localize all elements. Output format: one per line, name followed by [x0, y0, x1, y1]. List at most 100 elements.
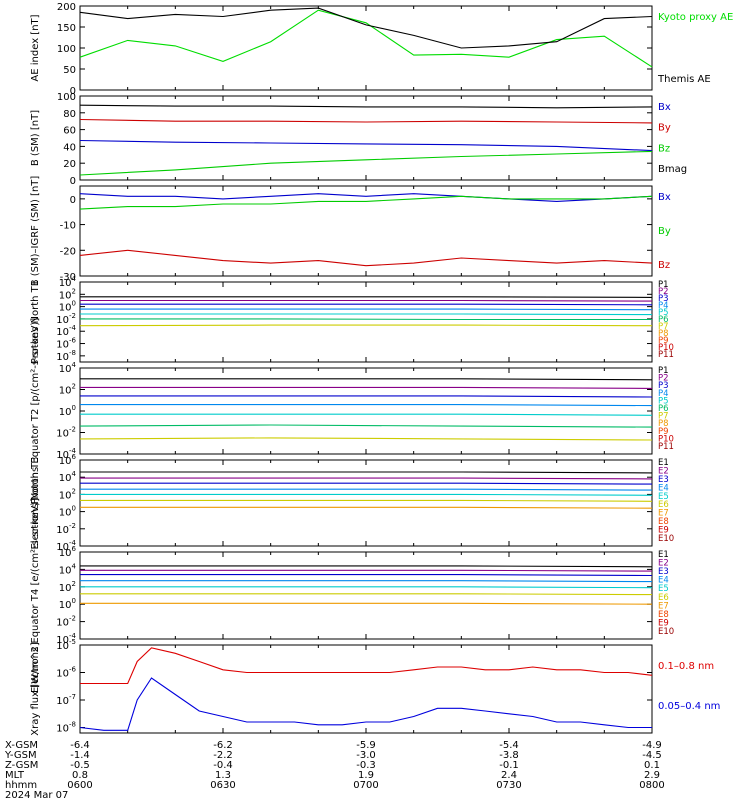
legend-entry-By: By	[658, 226, 671, 237]
y-tick-label: 100	[57, 92, 76, 103]
x-axis-row-value: -4.5	[642, 750, 662, 761]
x-axis-row-label: Y-GSM	[4, 750, 37, 761]
legend-entry-E1: E1	[658, 550, 669, 560]
y-tick-exponent: -2	[69, 615, 76, 623]
date-label: 2024 Mar 07	[5, 790, 68, 800]
x-axis-row-value: -3.8	[499, 750, 519, 761]
y-tick-exponent: 0	[72, 404, 76, 412]
y-tick-label: 50	[63, 65, 76, 76]
series-line-E5	[80, 586, 653, 589]
legend-entry-0.1–0.8 nm: 0.1–0.8 nm	[658, 661, 714, 672]
x-axis-row-value: -5.9	[356, 740, 376, 751]
series-line-Bmag	[79, 104, 653, 109]
y-tick-label: 60	[63, 126, 76, 137]
legend-entry-E3: E3	[658, 567, 669, 577]
legend-entry-Bx: Bx	[658, 192, 671, 203]
y-tick-label: 10-2	[56, 522, 76, 536]
y-axis-label: Electrons Equator T4 [e/(cm²-s-sr-keV)]	[30, 498, 41, 693]
series-line-E4	[80, 580, 653, 583]
y-axis-label: Protons Equator T2 [p/(cm²-s-sr-keV)]	[30, 318, 41, 505]
y-axis-label: AE index [nT]	[30, 14, 41, 81]
series-line-E3	[80, 574, 653, 577]
y-tick-exponent: -8	[69, 349, 76, 357]
x-axis-row-value: -6.2	[213, 740, 233, 751]
y-tick-exponent: -4	[69, 447, 77, 455]
y-tick-exponent: 4	[72, 275, 77, 283]
legend-entry-E9: E9	[658, 526, 669, 536]
series-line-By	[79, 195, 653, 210]
series-line-E5	[80, 493, 653, 496]
panel-frame	[79, 644, 653, 734]
series-line-P2	[80, 299, 653, 302]
panel-frame	[79, 5, 653, 91]
y-tick-exponent: -4	[69, 539, 77, 547]
y-tick-label: 10-5	[56, 638, 76, 652]
y-tick-exponent: 2	[72, 287, 76, 295]
legend-entry-P6: P6	[658, 404, 669, 414]
legend-entry-Bx: Bx	[658, 102, 671, 113]
series-line-Bz	[79, 150, 653, 176]
y-tick-exponent: 0	[72, 505, 76, 513]
x-axis-row-value: 2.4	[501, 770, 517, 781]
legend-entry-P8: P8	[658, 329, 669, 339]
x-axis-row-value: 0730	[496, 780, 521, 791]
series-line-E2	[80, 477, 653, 480]
y-tick-label: 200	[57, 2, 76, 13]
y-tick-exponent: 4	[72, 470, 77, 478]
x-axis-row-value: -0.4	[213, 760, 233, 771]
series-line-E3	[80, 482, 653, 485]
series-line-P5	[80, 413, 653, 416]
x-axis-row-value: -0.1	[499, 760, 519, 771]
legend-entry-P7: P7	[658, 412, 669, 422]
series-line-P4	[80, 404, 653, 407]
series-line-By	[79, 118, 653, 124]
legend-entry-P3: P3	[658, 381, 669, 391]
x-axis-row-value: -5.4	[499, 740, 519, 751]
legend-entry-E9: E9	[658, 618, 669, 628]
x-axis-row-label: MLT	[5, 770, 25, 781]
legend-entry-P6: P6	[658, 315, 669, 325]
series-line-E7	[80, 602, 653, 605]
y-tick-exponent: -2	[69, 426, 76, 434]
legend-entry-Bz: Bz	[658, 143, 670, 154]
y-tick-exponent: 6	[72, 453, 77, 461]
legend-entry-E7: E7	[658, 509, 669, 519]
y-tick-label: 0	[70, 176, 76, 187]
y-tick-label: 106	[59, 453, 77, 467]
legend-entry-E8: E8	[658, 610, 669, 620]
series-line-0.05–0.4 nm	[79, 677, 652, 731]
series-line-E4	[80, 488, 653, 491]
series-line-E7	[80, 506, 653, 509]
legend-entry-P7: P7	[658, 322, 669, 332]
legend-entry-Kyoto proxy AE: Kyoto proxy AE	[658, 12, 733, 23]
series-line-P6	[80, 318, 652, 321]
legend-entry-P1: P1	[658, 366, 669, 376]
y-tick-exponent: -4	[69, 324, 77, 332]
series-line-Kyoto proxy AE	[79, 9, 653, 68]
y-tick-exponent: 0	[72, 300, 76, 308]
x-axis-row-value: 0600	[67, 780, 92, 791]
series-line-P4	[80, 308, 653, 311]
series-line-P3	[80, 395, 653, 398]
legend-entry-E4: E4	[658, 576, 669, 586]
y-tick-label: -30	[60, 272, 76, 283]
panel-frame	[79, 551, 653, 640]
y-tick-exponent: 4	[72, 361, 77, 369]
legend-entry-P10: P10	[658, 343, 674, 353]
x-axis-row-value: -0.3	[356, 760, 376, 771]
y-tick-label: 10-2	[56, 426, 76, 440]
series-line-P2	[80, 386, 653, 389]
panel-frame	[79, 95, 653, 181]
y-tick-label: 150	[57, 23, 76, 34]
series-line-E1	[80, 565, 653, 568]
series-line-0.1–0.8 nm	[80, 647, 653, 685]
series-line-Bx	[79, 139, 653, 152]
x-axis-row-value: -3.0	[356, 750, 376, 761]
y-tick-exponent: -6	[69, 337, 77, 345]
legend-entry-P9: P9	[658, 336, 669, 346]
legend-entry-E2: E2	[658, 466, 669, 476]
